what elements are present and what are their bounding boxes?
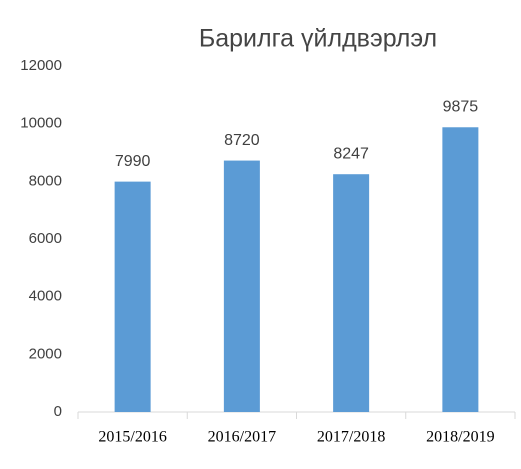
y-tick-label: 4000 — [29, 288, 62, 305]
y-tick-label: 2000 — [29, 345, 62, 362]
x-tick-label: 2015/2016 — [98, 429, 166, 446]
bar — [333, 174, 370, 412]
y-tick-label: 10000 — [20, 115, 62, 132]
x-tick-label: 2017/2018 — [317, 429, 385, 446]
chart-title: Барилга үйлдвэрлэл — [199, 25, 437, 53]
bar — [223, 160, 260, 412]
value-label: 7990 — [115, 153, 151, 170]
x-tick-label: 2016/2017 — [208, 429, 276, 446]
x-tick-label: 2018/2019 — [426, 429, 494, 446]
bar — [442, 127, 479, 412]
y-tick-label: 8000 — [29, 172, 62, 189]
value-label: 9875 — [443, 98, 479, 115]
y-tick-label: 12000 — [20, 57, 62, 74]
value-label: 8720 — [224, 132, 260, 149]
value-label: 8247 — [333, 145, 369, 162]
y-tick-label: 6000 — [29, 230, 62, 247]
y-tick-label: 0 — [54, 403, 62, 420]
bar — [114, 181, 151, 412]
